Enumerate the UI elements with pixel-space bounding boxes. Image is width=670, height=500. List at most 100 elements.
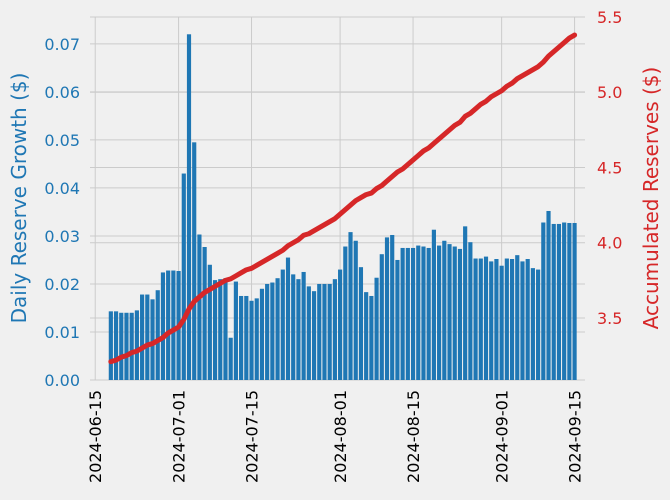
bar xyxy=(249,300,254,380)
bar xyxy=(551,223,556,380)
y-tick-label: 0.04 xyxy=(44,179,80,198)
bar xyxy=(374,277,379,380)
y-tick-label: 0.02 xyxy=(44,275,80,294)
bar xyxy=(254,298,259,380)
bar xyxy=(504,258,509,380)
bar xyxy=(379,254,384,380)
y2-axis-label: Accumulated Reserves ($) xyxy=(639,67,663,330)
bar xyxy=(317,283,322,380)
x-tick-label: 2024-07-15 xyxy=(243,390,262,483)
y-tick-label: 0.05 xyxy=(44,131,80,150)
bar xyxy=(218,279,223,380)
y-tick-label: 0.06 xyxy=(44,83,80,102)
bar xyxy=(327,283,332,380)
x-tick-label: 2024-09-01 xyxy=(493,390,512,483)
bar xyxy=(270,282,275,380)
bar xyxy=(468,242,473,380)
bar xyxy=(259,288,265,380)
bar xyxy=(202,246,207,380)
bar xyxy=(140,294,145,380)
bar xyxy=(343,246,348,380)
y2-tick-label: 5.0 xyxy=(597,83,622,102)
y-tick-label: 0.07 xyxy=(44,35,80,54)
bar xyxy=(296,279,301,380)
bar xyxy=(457,248,463,380)
x-tick-label: 2024-08-01 xyxy=(331,390,350,483)
bar xyxy=(181,173,186,380)
bar xyxy=(546,210,551,380)
bar xyxy=(530,268,535,380)
y-tick-label: 0.00 xyxy=(44,371,80,390)
bar xyxy=(442,240,447,380)
bar xyxy=(212,280,218,380)
bar xyxy=(306,286,311,380)
x-tick-label: 2024-08-15 xyxy=(404,390,423,483)
bar xyxy=(244,295,249,380)
bar xyxy=(567,222,572,380)
bar xyxy=(239,295,244,380)
bar xyxy=(192,142,197,380)
bar xyxy=(129,312,134,380)
bar xyxy=(166,270,171,380)
bar xyxy=(265,283,270,380)
bar xyxy=(483,256,489,380)
bar xyxy=(353,240,358,380)
bar xyxy=(364,292,369,380)
y2-tick-label: 4.5 xyxy=(597,158,622,177)
bar xyxy=(134,310,139,380)
bar xyxy=(384,237,390,380)
bar xyxy=(160,272,166,380)
bar xyxy=(124,312,129,380)
y2-tick-label: 3.5 xyxy=(597,309,622,328)
bar xyxy=(228,337,233,380)
bar xyxy=(369,295,374,380)
y2-tick-label: 4.0 xyxy=(597,234,622,253)
bar xyxy=(186,34,192,381)
bar xyxy=(421,246,426,380)
bar xyxy=(489,261,494,380)
bar xyxy=(478,258,483,380)
bar xyxy=(556,223,562,380)
bar xyxy=(171,270,176,380)
bar xyxy=(572,222,577,380)
x-tick-label: 2024-09-15 xyxy=(566,390,585,483)
bar xyxy=(338,269,343,380)
bar xyxy=(410,247,416,380)
bar xyxy=(113,311,119,380)
bar xyxy=(332,279,337,380)
bar xyxy=(562,222,567,380)
bar xyxy=(358,267,364,380)
x-tick-label: 2024-06-15 xyxy=(86,390,105,483)
bar xyxy=(452,246,457,380)
bar xyxy=(150,299,155,380)
bar xyxy=(197,234,202,380)
bar xyxy=(155,290,160,380)
y2-tick-label: 5.5 xyxy=(597,8,622,27)
line xyxy=(108,32,578,365)
x-tick-label: 2024-07-01 xyxy=(170,390,189,483)
bar xyxy=(275,278,280,380)
bar xyxy=(499,265,504,380)
bar xyxy=(207,264,212,380)
bar xyxy=(280,269,285,380)
bar xyxy=(395,259,400,380)
bar xyxy=(390,234,395,380)
bar xyxy=(145,294,150,380)
bar xyxy=(541,222,546,380)
bar xyxy=(119,312,124,380)
bar xyxy=(322,283,327,380)
bar xyxy=(515,255,520,380)
bar xyxy=(416,245,421,380)
bar xyxy=(405,247,410,380)
bar xyxy=(536,269,541,380)
bar xyxy=(473,258,478,380)
bar xyxy=(291,274,296,380)
bar xyxy=(431,229,436,380)
y-tick-label: 0.03 xyxy=(44,227,80,246)
bar xyxy=(426,247,431,380)
bar xyxy=(525,259,530,380)
bar xyxy=(520,261,525,380)
y-axis-label: Daily Reserve Growth ($) xyxy=(7,73,31,324)
bar xyxy=(400,247,405,380)
